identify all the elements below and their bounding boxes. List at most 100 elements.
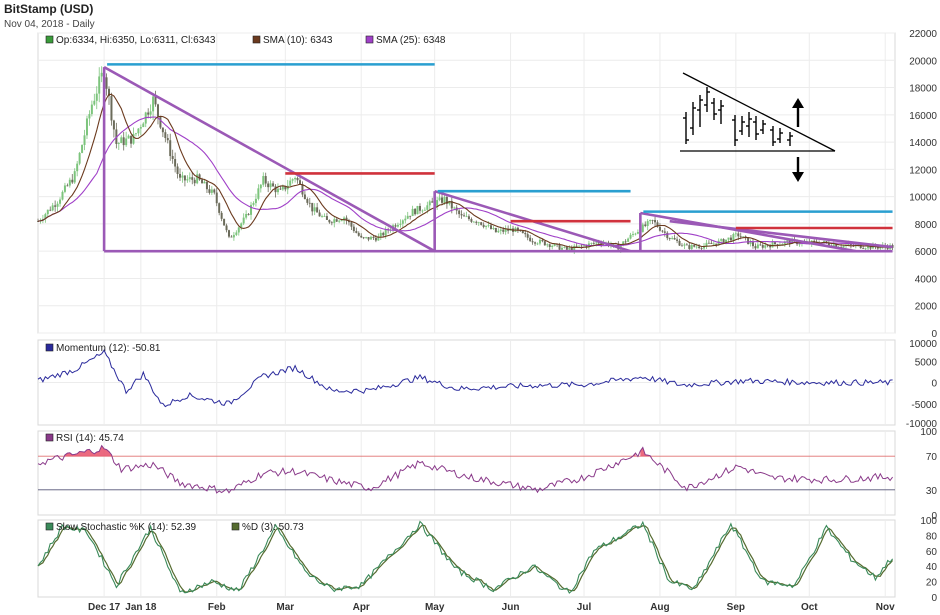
candle-body (108, 88, 111, 96)
stoch-y-tick-label: 0 (931, 593, 937, 604)
candle-body (44, 214, 47, 220)
candle-body (227, 230, 230, 237)
candle-body (164, 132, 167, 139)
candle-body (301, 184, 304, 195)
candle-body (751, 242, 754, 247)
candle-body (448, 200, 451, 204)
candle-body (122, 137, 125, 146)
candle-body (573, 245, 576, 251)
price-y-tick-label: 20000 (909, 56, 937, 67)
candle-body (338, 220, 341, 222)
candle-body (685, 244, 688, 246)
price-y-tick-label: 4000 (915, 274, 938, 285)
candle-body (543, 241, 546, 246)
candle-body (749, 242, 752, 244)
candle-body (666, 232, 669, 239)
candle-body (105, 77, 108, 89)
candle-body (85, 118, 88, 136)
candle-body (76, 163, 79, 172)
momentum-legend-swatch (45, 343, 54, 352)
candle-body (441, 197, 444, 203)
momentum-y-tick-label: 10000 (909, 339, 937, 350)
x-tick-label: Jul (577, 602, 592, 613)
rsi-legend-swatch (45, 433, 54, 442)
x-tick-label: Oct (801, 602, 818, 613)
candle-body (742, 236, 745, 238)
candle-body (272, 183, 275, 187)
candle-body (127, 135, 130, 139)
price-y-tick-label: 8000 (915, 220, 938, 231)
candle-body (438, 197, 441, 201)
candle-body (345, 217, 348, 221)
price-y-tick-label: 12000 (909, 165, 937, 176)
candle-body (734, 233, 737, 235)
candle-body (394, 225, 397, 227)
rsi-panel-frame (37, 430, 896, 516)
candle-body (384, 229, 387, 236)
candle-body (230, 236, 233, 238)
candle-body (401, 220, 404, 224)
candle-body (629, 234, 632, 239)
candle-body (281, 186, 284, 190)
candle-body (769, 245, 772, 248)
price-y-tick-label: 0 (931, 329, 937, 340)
candle-body (171, 156, 174, 160)
candle-body (869, 245, 872, 249)
candle-body (250, 204, 253, 215)
candle-body (879, 247, 882, 249)
candle-body (632, 233, 635, 235)
candle-body (651, 219, 654, 221)
candle-body (470, 219, 473, 222)
candle-body (130, 135, 133, 144)
candle-body (254, 198, 257, 204)
candle-body (747, 237, 750, 244)
candle-body (374, 237, 377, 241)
rsi-y-tick-label: 100 (920, 427, 937, 438)
candle-body (325, 216, 328, 220)
candle-body (134, 133, 137, 135)
candle-body (377, 236, 380, 241)
sma10-legend-swatch (252, 35, 261, 44)
candle-body (710, 242, 713, 244)
stoch-y-tick-label: 40 (926, 562, 938, 573)
momentum-y-tick-label: 5000 (915, 357, 938, 368)
candle-body (98, 76, 101, 94)
candle-body (658, 226, 661, 231)
candle-body (526, 234, 529, 238)
candle-body (707, 242, 710, 244)
candle-body (644, 224, 647, 227)
candle-body (323, 216, 326, 217)
candle-body (467, 216, 470, 220)
candle-body (585, 245, 588, 248)
candle-body (414, 208, 417, 215)
candle-body (257, 188, 260, 199)
candle-body (308, 202, 311, 204)
candle-body (688, 245, 691, 249)
candle-body (159, 116, 162, 128)
candle-body (152, 96, 155, 112)
candle-body (876, 247, 879, 249)
candle-body (166, 138, 169, 141)
candle-body (90, 104, 93, 115)
candle-body (597, 242, 600, 244)
candle-body (245, 213, 248, 218)
candle-body (367, 237, 370, 240)
candle-body (693, 245, 696, 247)
candle-body (142, 123, 145, 128)
candle-body (279, 188, 282, 190)
candle-body (218, 203, 221, 213)
candle-body (418, 205, 421, 211)
inset-down-arrow-icon (792, 172, 804, 182)
candle-body (365, 237, 368, 238)
candle-body (311, 202, 314, 212)
candle-body (379, 232, 382, 237)
momentum-y-tick-label: -5000 (911, 400, 937, 411)
price-y-tick-label: 2000 (915, 302, 938, 313)
candle-body (291, 179, 294, 181)
candle-body (406, 215, 409, 219)
candle-body (661, 230, 664, 232)
candle-body (578, 245, 581, 247)
candle-body (771, 242, 774, 248)
candle-body (335, 219, 338, 222)
